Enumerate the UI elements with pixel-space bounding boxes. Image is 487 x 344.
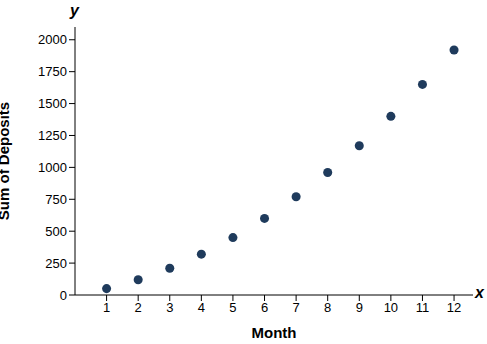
- svg-text:7: 7: [292, 300, 299, 315]
- svg-text:3: 3: [166, 300, 173, 315]
- svg-text:0: 0: [60, 288, 67, 303]
- svg-text:4: 4: [198, 300, 205, 315]
- svg-text:1750: 1750: [38, 64, 67, 79]
- svg-text:1000: 1000: [38, 160, 67, 175]
- html-text:y: y: [70, 2, 79, 19]
- svg-text:1250: 1250: [38, 128, 67, 143]
- svg-text:Sum of Deposits: Sum of Deposits: [8, 102, 12, 220]
- svg-text:Month: Month: [252, 324, 297, 341]
- svg-text:11: 11: [416, 300, 430, 315]
- svg-text:9: 9: [356, 300, 363, 315]
- svg-text:8: 8: [324, 300, 331, 315]
- html-text:x: x: [475, 284, 484, 301]
- svg-text:1: 1: [103, 300, 110, 315]
- svg-text:2: 2: [135, 300, 142, 315]
- svg-text:12: 12: [447, 300, 461, 315]
- svg-text:10: 10: [384, 300, 398, 315]
- svg-text:6: 6: [261, 300, 268, 315]
- svg-text:750: 750: [45, 192, 67, 207]
- svg-text:5: 5: [229, 300, 236, 315]
- svg-text:250: 250: [45, 256, 67, 271]
- svg-text:1500: 1500: [38, 96, 67, 111]
- svg-text:500: 500: [45, 224, 67, 239]
- svg-text:2000: 2000: [38, 32, 67, 47]
